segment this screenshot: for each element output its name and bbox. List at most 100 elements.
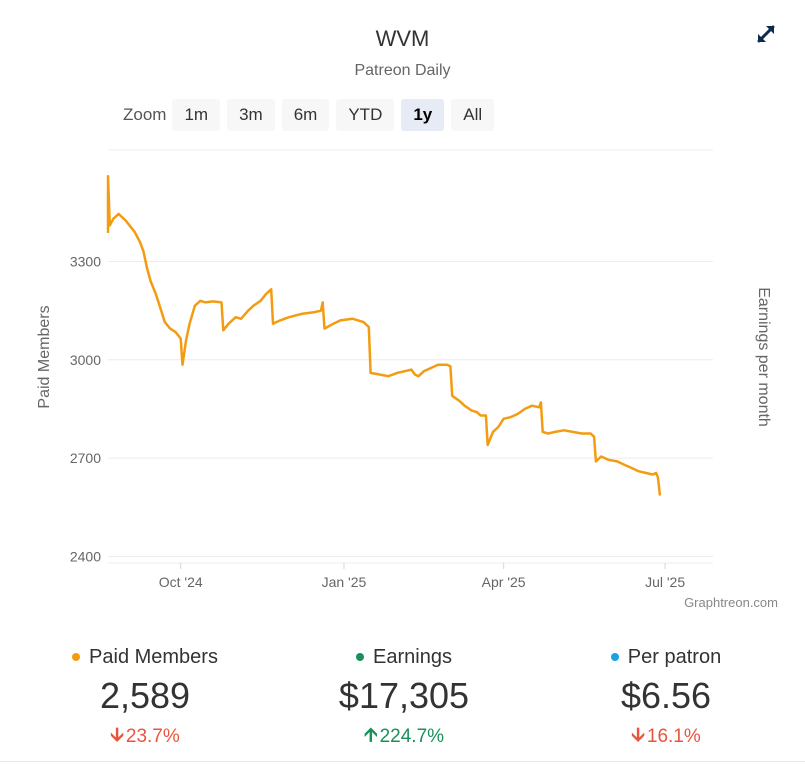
data-point [300, 313, 303, 315]
data-point [410, 368, 413, 371]
stat-change: 🡫 23.7% [20, 721, 270, 753]
x-tick-label: Oct '24 [159, 574, 203, 590]
data-point [320, 309, 322, 312]
data-point [616, 460, 619, 463]
data-point [538, 406, 540, 409]
data-point [463, 404, 466, 407]
data-point [323, 327, 326, 330]
data-point [403, 370, 406, 373]
stat-value: $17,305 [338, 675, 470, 716]
data-point [169, 327, 172, 330]
data-point [644, 472, 647, 474]
data-point [252, 304, 255, 307]
data-point [107, 175, 109, 178]
data-point [387, 375, 390, 378]
zoom-label: Zoom [123, 105, 167, 124]
data-point [417, 375, 420, 378]
y2-axis-label: Earnings per month [755, 287, 772, 427]
arrow-down-icon: 🡫 [631, 725, 645, 746]
data-point [163, 321, 166, 323]
data-point [449, 365, 452, 368]
data-point [623, 463, 626, 466]
data-point [516, 413, 519, 415]
data-point [547, 432, 549, 435]
expand-icon[interactable] [752, 20, 780, 48]
stat-change-value: 23.7% [125, 726, 180, 747]
data-point [332, 322, 335, 325]
data-point [351, 317, 354, 320]
data-point [220, 301, 223, 304]
data-point [531, 404, 533, 407]
earnings-dot-icon [356, 653, 365, 661]
zoom-all-button[interactable]: All [451, 99, 495, 131]
arrow-down-icon: 🡫 [110, 725, 124, 746]
data-point [247, 309, 250, 312]
data-point [571, 431, 574, 433]
zoom-1y-button[interactable]: 1y [401, 99, 445, 131]
data-point [174, 331, 177, 333]
chart-subtitle: Patreon Daily [354, 62, 451, 79]
data-point [422, 370, 425, 373]
zoom-selector: Zoom 1m 3m 6m YTD 1y All [118, 99, 501, 131]
data-point [470, 409, 473, 412]
data-point [112, 217, 115, 220]
stat-change-value: 16.1% [646, 726, 701, 747]
data-point [378, 373, 381, 376]
y-tick-label: 3300 [70, 253, 101, 269]
zoom-3m-button[interactable]: 3m [227, 99, 275, 131]
data-point [607, 458, 610, 461]
data-point [540, 401, 542, 404]
data-point [657, 476, 659, 479]
data-point [227, 322, 230, 325]
bottom-divider [0, 761, 805, 762]
stat-label: Earnings [373, 645, 452, 668]
data-point [437, 363, 439, 366]
data-point [497, 426, 500, 428]
data-point [107, 231, 109, 233]
data-point [234, 316, 237, 319]
data-point [486, 444, 489, 446]
stat-earnings: Earnings $17,305 🡩 224.7% [279, 645, 529, 753]
data-point [142, 250, 145, 253]
chart-title: WVM [375, 26, 430, 51]
y-tick-label: 2400 [70, 548, 101, 564]
data-point [133, 231, 136, 233]
x-axis-ticks: Oct '24 Jan '25 Apr '25 Jul '25 [159, 563, 685, 590]
data-point [211, 300, 214, 303]
data-point [265, 293, 267, 296]
data-point [414, 373, 416, 376]
data-point [589, 432, 592, 435]
data-point [600, 455, 603, 458]
x-tick-label: Apr '25 [482, 574, 526, 590]
data-point [222, 329, 225, 332]
data-point [270, 288, 273, 291]
data-point [240, 317, 243, 320]
data-point [430, 367, 432, 369]
stat-per-patron: Per patron $6.56 🡫 16.1% [541, 645, 791, 753]
stat-paid-members: Paid Members 2,589 🡫 23.7% [20, 645, 270, 753]
data-point [160, 309, 163, 312]
data-point [651, 473, 654, 476]
zoom-6m-button[interactable]: 6m [281, 99, 330, 131]
data-point [117, 213, 120, 215]
data-point [485, 414, 487, 417]
data-point [362, 321, 365, 323]
stat-change: 🡩 224.7% [279, 721, 529, 753]
data-point [199, 299, 202, 302]
stat-value: 2,589 [99, 675, 191, 716]
credit-link[interactable]: Graphtreon.com [684, 595, 778, 610]
data-point [321, 301, 324, 304]
data-point [580, 432, 583, 435]
data-point [492, 431, 494, 433]
data-point [181, 363, 184, 366]
data-point [451, 394, 454, 397]
data-point [541, 431, 544, 433]
stats-summary: Paid Members 2,589 🡫 23.7% Earnings $17,3… [0, 645, 805, 755]
data-point [367, 326, 370, 328]
zoom-ytd-button[interactable]: YTD [336, 99, 395, 131]
data-point [149, 280, 152, 282]
zoom-1m-button[interactable]: 1m [172, 99, 221, 131]
data-point [502, 417, 505, 420]
data-point [288, 316, 290, 319]
stat-label: Per patron [627, 645, 722, 668]
